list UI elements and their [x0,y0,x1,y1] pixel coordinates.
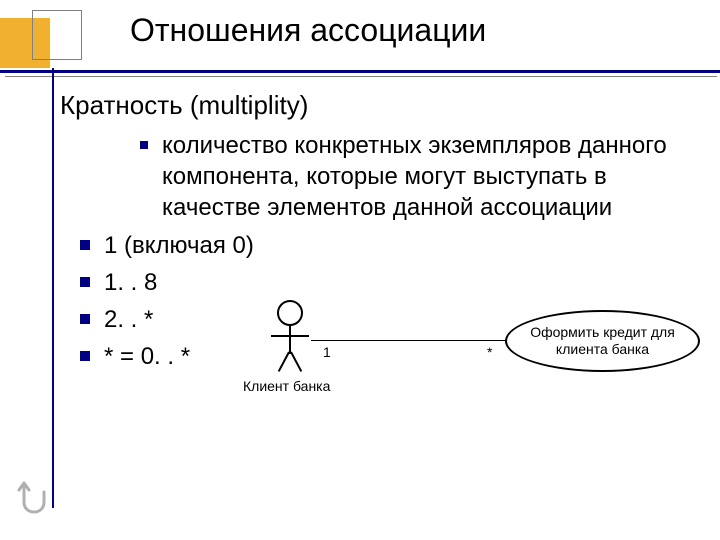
list-item: 1. . 8 [80,267,680,298]
actor-label: Клиент банка [243,378,330,394]
bullet-icon [140,141,148,149]
list-text: * = 0. . * [104,341,190,372]
bullet-icon [80,314,90,324]
bullet-icon [80,277,90,287]
association-line [311,340,506,341]
list-text: 1 (включая 0) [104,230,254,261]
usecase-label: Оформить кредит для клиента банка [507,324,698,358]
actor-head-icon [277,300,303,326]
slide-title: Отношения ассоциации [130,12,486,49]
list-text: 2. . * [104,304,153,335]
bullet-icon [80,240,90,250]
left-rule [52,68,54,508]
list-item: 1 (включая 0) [80,230,680,261]
decor-square-outline [32,10,82,60]
multiplicity-left: 1 [323,344,331,360]
actor-leg-icon [290,352,302,372]
title-rule-thick [0,70,720,73]
uml-diagram: Клиент банка 1 * Оформить кредит для кли… [225,300,705,430]
list-text: 1. . 8 [104,267,157,298]
actor-leg-icon [278,352,290,372]
slide-subtitle: Кратность (multiplity) [60,90,308,121]
list-text: количество конкретных экземпляров данног… [162,130,680,224]
back-arrow-icon[interactable] [16,478,50,518]
actor-arms-icon [271,335,309,337]
title-rule-thin [5,76,717,77]
bullet-icon [80,351,90,361]
multiplicity-right: * [487,344,492,360]
usecase-ellipse: Оформить кредит для клиента банка [505,310,700,372]
list-item: количество конкретных экземпляров данног… [140,130,680,224]
actor-body-icon [289,326,291,354]
